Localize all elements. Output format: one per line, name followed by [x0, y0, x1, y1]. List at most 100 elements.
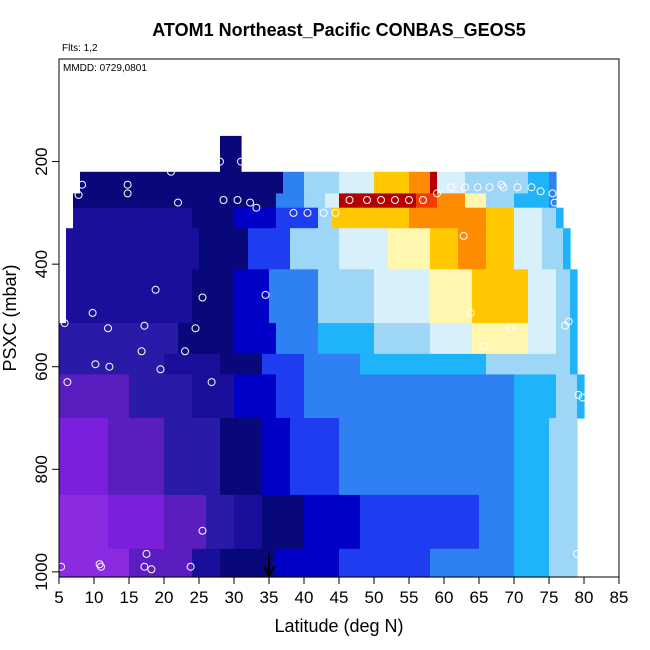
flights-label: Flts: 1,2	[62, 43, 98, 54]
heat-cell	[276, 548, 340, 578]
data-point	[60, 319, 69, 328]
heat-cell	[80, 171, 284, 194]
data-point	[466, 308, 475, 317]
x-tick-label: 50	[365, 588, 384, 607]
heat-cell	[234, 207, 277, 229]
data-point	[198, 293, 207, 302]
x-tick-label: 55	[400, 588, 419, 607]
heat-cell	[374, 323, 431, 355]
data-point	[181, 347, 189, 356]
data-point	[550, 198, 559, 207]
heat-cell	[556, 207, 564, 229]
heat-cell	[542, 207, 557, 229]
heat-cell	[269, 269, 319, 324]
heat-cell	[549, 494, 578, 550]
heat-cell	[59, 418, 109, 496]
heat-cell	[360, 494, 480, 550]
heat-cell	[549, 418, 578, 496]
data-point	[574, 390, 583, 399]
data-point	[237, 157, 245, 166]
data-point	[548, 189, 557, 198]
data-point	[74, 190, 83, 199]
data-point	[377, 196, 385, 204]
data-point	[63, 378, 72, 387]
heat-cell	[556, 269, 571, 324]
heat-cell	[234, 323, 277, 355]
heat-cell	[248, 228, 291, 270]
data-point	[147, 565, 156, 574]
heat-cell	[486, 193, 515, 209]
heat-cell	[339, 228, 389, 270]
data-point	[564, 317, 573, 326]
heat-cell	[528, 353, 571, 375]
heat-cell	[318, 269, 375, 324]
heat-cell	[549, 193, 557, 209]
data-point	[174, 198, 182, 207]
heat-cell	[514, 418, 550, 496]
heat-cell	[409, 207, 445, 229]
heat-cell	[59, 548, 130, 578]
data-point	[140, 562, 149, 571]
heat-cell	[339, 171, 375, 194]
data-point	[363, 196, 371, 204]
data-point	[405, 196, 413, 204]
heat-cell	[234, 494, 263, 550]
arrow-head	[263, 566, 275, 579]
y-axis: 200 400 600 800 1000	[32, 147, 60, 591]
heat-cell	[437, 171, 466, 194]
heat-cell	[129, 374, 193, 419]
data-point	[105, 362, 114, 371]
y-tick-label: 1000	[32, 553, 51, 591]
x-tick-label: 10	[85, 588, 104, 607]
heat-cell	[108, 418, 165, 496]
heat-cell	[276, 323, 319, 355]
data-point	[319, 208, 328, 217]
heat-cell	[528, 171, 550, 194]
heat-cell	[220, 135, 242, 173]
heat-cell	[556, 374, 578, 419]
heat-cell	[66, 228, 200, 270]
data-point	[156, 365, 165, 374]
heat-cell	[549, 548, 578, 578]
heat-cell	[514, 548, 550, 578]
heat-cell	[374, 171, 410, 194]
heat-cell	[304, 374, 375, 419]
data-point	[497, 180, 506, 189]
heat-cell	[129, 548, 193, 578]
heat-cell	[514, 374, 557, 419]
heat-cell	[164, 353, 221, 375]
heat-cell	[66, 269, 193, 324]
data-point	[499, 183, 508, 192]
data-point	[191, 324, 200, 333]
heat-cell	[234, 374, 277, 419]
heat-cell	[430, 228, 459, 270]
x-tick-label: 15	[120, 588, 139, 607]
heat-cell	[262, 494, 305, 550]
x-tick-label: 25	[190, 588, 209, 607]
data-point	[261, 290, 270, 299]
arrow-marker	[263, 553, 275, 579]
heat-cell	[430, 353, 487, 375]
heat-cell	[486, 228, 515, 270]
heat-cell	[304, 353, 361, 375]
heat-cell	[514, 494, 550, 550]
data-point	[527, 183, 536, 192]
data-point	[216, 157, 224, 166]
data-point	[345, 196, 354, 204]
heat-cell	[290, 418, 340, 496]
data-point	[433, 189, 441, 198]
heat-cell	[577, 374, 585, 419]
heat-cell	[430, 323, 473, 355]
heat-cell	[556, 323, 571, 355]
heat-cell	[500, 269, 529, 324]
data-point	[123, 189, 132, 198]
data-point	[91, 360, 100, 369]
data-point	[57, 562, 66, 571]
data-point	[331, 208, 340, 217]
data-point	[104, 324, 112, 333]
heat-cell	[206, 494, 235, 550]
heat-cell	[318, 323, 375, 355]
heat-cell	[59, 374, 130, 419]
data-point	[198, 526, 207, 535]
x-tick-label: 35	[260, 588, 279, 607]
